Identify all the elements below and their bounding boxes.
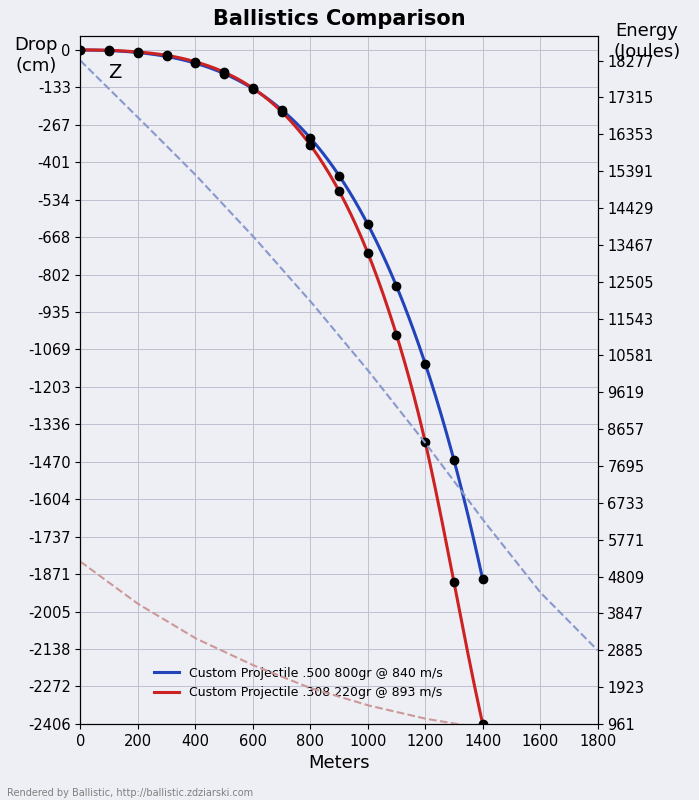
Y-axis label: Energy
(Joules): Energy (Joules) xyxy=(613,22,680,61)
Title: Ballistics Comparison: Ballistics Comparison xyxy=(212,9,466,29)
Legend: Custom Projectile .500 800gr @ 840 m/s, Custom Projectile .308 220gr @ 893 m/s: Custom Projectile .500 800gr @ 840 m/s, … xyxy=(149,662,447,704)
X-axis label: Meters: Meters xyxy=(308,754,370,772)
Text: Z: Z xyxy=(108,63,121,82)
Text: Rendered by Ballistic, http://ballistic.zdziarski.com: Rendered by Ballistic, http://ballistic.… xyxy=(7,788,253,798)
Y-axis label: Drop
(cm): Drop (cm) xyxy=(15,36,58,74)
